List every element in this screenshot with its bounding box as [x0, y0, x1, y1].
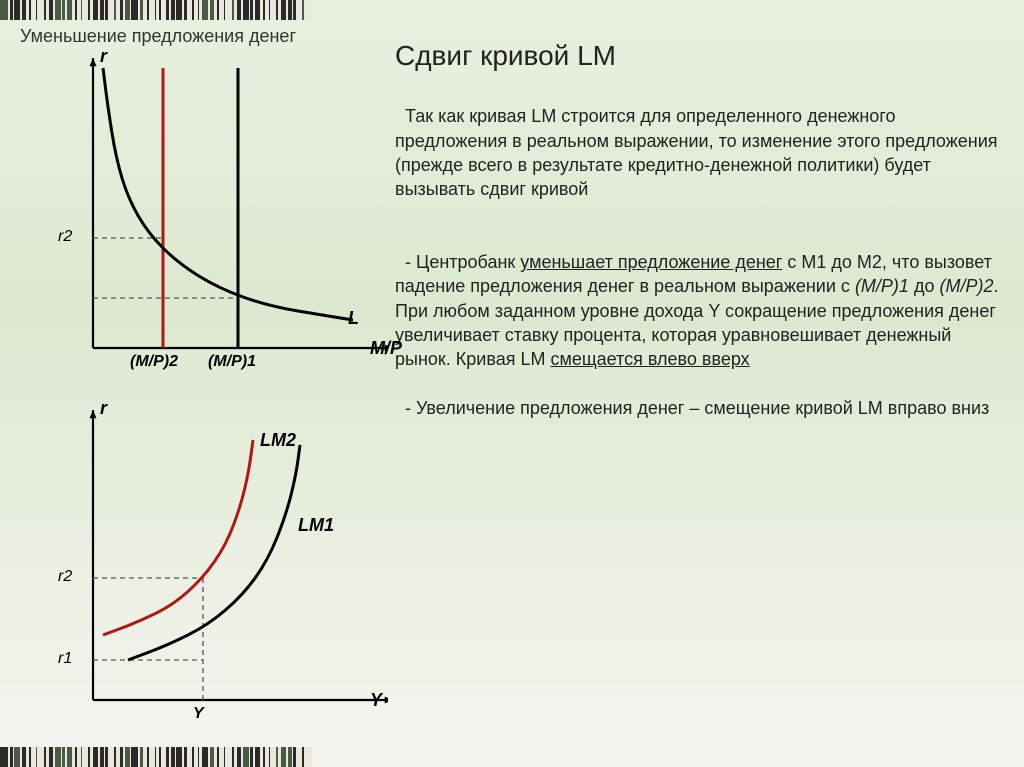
underline-2: смещается влево вверх [550, 349, 749, 369]
lm-curve-chart: r Y r2 r1 Y LM2 LM1 [48, 400, 388, 730]
money-market-chart: r M/P r2 (M/P)2 (M/P)1 L [48, 48, 388, 368]
section-subtitle: Уменьшение предложения денег [20, 26, 296, 47]
tick-mp2: (M/P)2 [130, 353, 178, 371]
paragraph-2-mid2: до [909, 276, 940, 296]
paragraph-1: Так как кривая LM строится для определен… [395, 106, 1003, 199]
tick-mp1: (M/P)1 [208, 353, 256, 371]
barcode-decoration-top [0, 0, 1024, 20]
paragraph-3: - Увеличение предложения денег – смещени… [405, 398, 989, 418]
italic-2: (M/P)2 [939, 276, 993, 296]
underline-1: уменьшает предложение денег [520, 252, 782, 272]
tick-r2: r2 [58, 228, 72, 246]
tick-Y: Y [193, 705, 204, 723]
chart1-svg [48, 48, 388, 378]
tick-r2-2: r2 [58, 568, 72, 586]
y-axis-label-2: r [100, 398, 107, 419]
x-axis-label: M/P [370, 338, 402, 359]
barcode-decoration-bottom [0, 747, 1024, 767]
y-axis-label: r [100, 46, 107, 67]
curve-LM1-label: LM1 [298, 515, 334, 536]
curve-LM2-label: LM2 [260, 430, 296, 451]
x-axis-label-2: Y [370, 690, 382, 711]
tick-r1: r1 [58, 650, 72, 668]
italic-1: (M/P)1 [855, 276, 909, 296]
page-title: Сдвиг кривой LM [395, 40, 616, 72]
curve-L-label: L [348, 308, 359, 329]
body-text: Так как кривая LM строится для определен… [395, 80, 1005, 420]
paragraph-2-prefix: - Центробанк [405, 252, 520, 272]
chart2-svg [48, 400, 388, 730]
